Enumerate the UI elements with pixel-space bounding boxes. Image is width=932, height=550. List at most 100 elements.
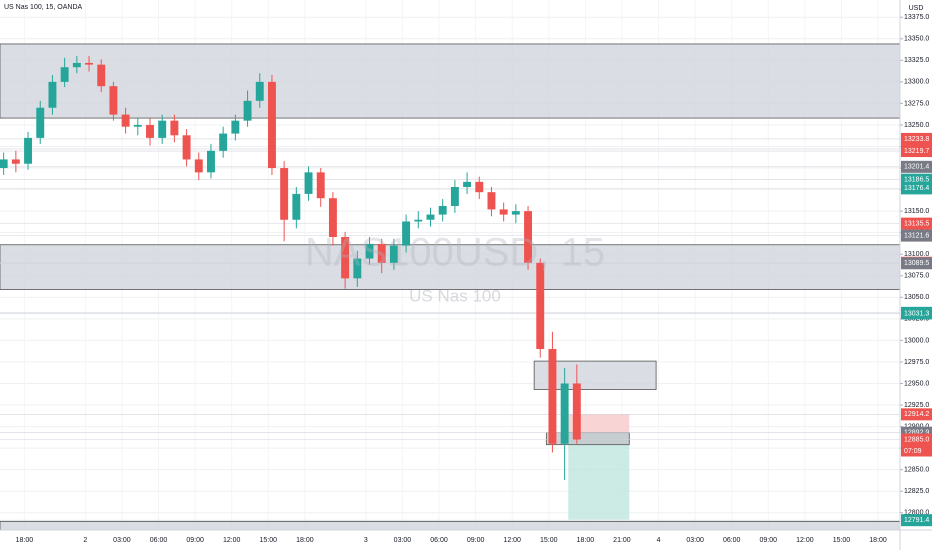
y-tick-label: 13350.0 [904,36,929,43]
price-tag-label: 13219.7 [904,148,929,155]
y-tick-label: 12950.0 [904,380,929,387]
candle-body [487,192,496,210]
price-tag [901,160,932,173]
price-tag-label: 12885.0 [904,436,929,443]
candle-body [548,349,557,444]
candle-body [450,187,459,206]
x-tick-label: 15:00 [540,537,558,544]
candle-body [194,159,203,173]
y-tick-label: 13000.0 [904,337,929,344]
candle-body [341,236,350,279]
candle-body [292,193,301,220]
candle-body [170,120,179,136]
x-tick-label: 18:00 [869,537,887,544]
candle-body [109,86,118,115]
candle-body [463,181,472,188]
candle-body [133,124,142,127]
y-tick-label: 12925.0 [904,402,929,409]
candle-body [219,133,228,151]
x-tick-label: 18:00 [16,537,34,544]
price-tag [901,257,932,270]
candle-body [499,209,508,215]
x-tick-label: 06:00 [150,537,168,544]
candle-body [536,262,545,350]
candle-body [365,243,374,259]
x-tick-label: 06:00 [723,537,741,544]
candle-body [24,137,33,164]
watermark-subtitle: US Nas 100 [409,286,501,305]
candle-body [304,172,313,194]
y-tick-label: 13150.0 [904,208,929,215]
x-tick-label: 09:00 [186,537,204,544]
candle-body [475,181,484,193]
x-tick-label: 2 [83,537,87,544]
price-tag-label: 13233.8 [904,136,929,143]
candle-body [72,62,81,68]
candle-body [146,124,154,138]
plot-area [0,0,901,531]
y-axis-label: USD [909,5,924,12]
candle-body [560,383,569,444]
x-tick-label: 4 [657,537,661,544]
x-tick-label: 12:00 [223,537,241,544]
price-tag-label: 12892.9 [904,430,929,437]
candle-body [36,107,45,138]
y-tick-label: 12850.0 [904,467,929,474]
x-tick-label: 18:00 [577,537,595,544]
candle-body [60,67,69,82]
zone [545,432,630,446]
y-tick-label: 12975.0 [904,359,929,366]
zone [568,414,630,433]
x-tick-label: 21:00 [613,537,631,544]
candle-body [377,243,386,263]
y-tick-label: 13250.0 [904,122,929,129]
candle-body [243,100,252,121]
price-tag [901,132,932,145]
x-tick-label: 09:00 [467,537,485,544]
price-tag [901,217,932,230]
y-tick-label: 13375.0 [904,14,929,21]
zone [0,244,901,290]
x-tick-label: 12:00 [503,537,521,544]
candle-body [11,159,20,164]
price-tag [901,408,932,421]
price-tag-label: 13121.6 [904,232,929,239]
x-tick-label: 3 [364,537,368,544]
y-tick-label: 13275.0 [904,100,929,107]
price-tag-label: 13135.5 [904,220,929,227]
candle-body [231,120,240,134]
candle-body [389,245,398,263]
candle-body [280,168,289,220]
y-tick-label: 13300.0 [904,79,929,86]
candle-body [207,150,215,173]
candle-body [0,159,8,169]
zone [568,432,630,520]
x-tick-label: 09:00 [760,537,778,544]
price-tag-label: 12791.4 [904,517,929,524]
candle-body [353,258,362,279]
price-tag-label: 13201.4 [904,164,929,171]
price-tag [901,145,932,158]
price-tag [901,182,932,195]
watermark: NAS100USD, 15 [305,231,605,275]
x-tick-label: 03:00 [394,537,412,544]
y-tick-label: 13050.0 [904,294,929,301]
y-tick-label: 13075.0 [904,273,929,280]
candle-body [316,172,325,199]
price-tag [901,514,932,527]
candle-body [438,205,447,215]
y-tick-label: 12800.0 [904,510,929,517]
price-tag [901,433,932,446]
zone [0,43,901,119]
candle-body [255,81,264,101]
candle-body [182,135,191,160]
x-tick-label: 18:00 [296,537,314,544]
price-tag [901,307,932,320]
y-tick-label: 13325.0 [904,57,929,64]
candle-body [524,211,533,263]
price-tag [901,229,932,242]
candle-body [158,120,167,138]
candle-body [414,219,423,222]
candle-body [402,221,411,246]
